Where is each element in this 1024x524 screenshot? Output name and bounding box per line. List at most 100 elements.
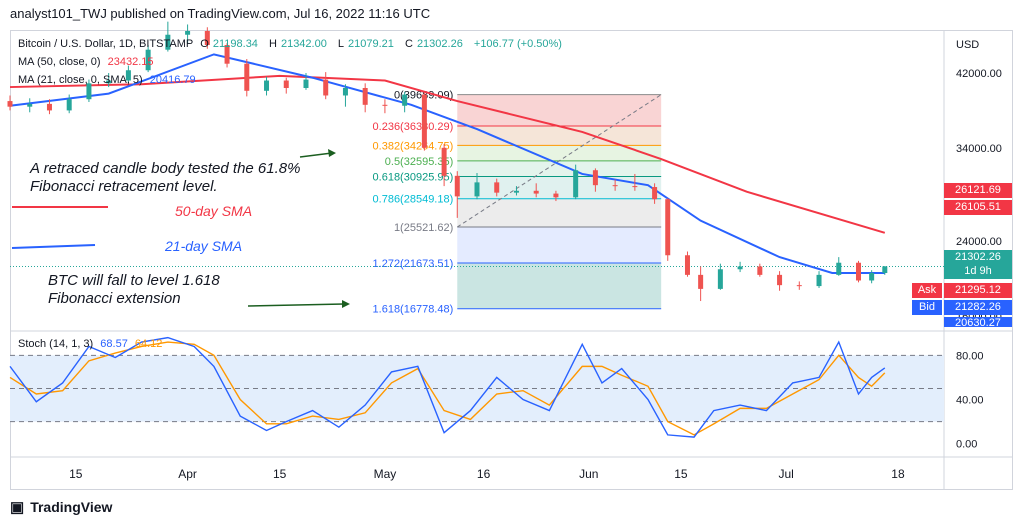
candle-body [684,255,690,275]
candle-body [474,182,480,197]
candle-body [224,45,230,64]
close-value: 21302.26 [416,38,463,50]
stoch-tick-label: 80.00 [956,350,984,362]
fib-zone [457,176,662,199]
candle-body [652,187,658,200]
chart-frame [10,30,1013,490]
price-tick-label: 34000.00 [956,143,1002,155]
ma50-price-tag-b: 26105.51 [944,200,1012,215]
stoch-d-line [9,341,886,436]
fib-level-label: 0.236(36330.29) [373,121,454,133]
candle-body [816,274,822,287]
fib-test-arrow [299,152,333,158]
tradingview-logo-text: TradingView [30,499,113,515]
candle-body [421,94,427,148]
time-tick-label: 15 [273,467,287,481]
fib-zone [457,198,662,228]
fall-arrowhead [342,300,350,308]
fib-level-label: 0.618(30925.95) [373,172,454,184]
candle-body [777,274,783,286]
candle-body [362,87,368,105]
candle-body [323,79,329,96]
high-label: H [269,38,277,50]
stoch-d-value: 64.12 [134,338,163,350]
candle-body [106,80,112,84]
candle-body [283,80,289,88]
publisher-header: analyst101_TWJ published on TradingView.… [10,6,431,21]
price-tick-label: 42000.00 [956,68,1002,80]
fib-zone [457,160,662,177]
tradingview-logo[interactable]: ▣ TradingView [10,498,112,516]
currency-label: USD [956,39,979,51]
ma50-price-tag-a: 26121.69 [944,183,1012,198]
fib-zone [457,145,662,161]
candle-body [533,190,539,194]
candle-body [86,83,92,100]
sma50-annotation: 50-day SMA [175,203,253,219]
sma21-legend-stroke [11,244,96,249]
stoch-legend[interactable]: Stoch (14, 1, 3) 68.57 64.12 [18,338,166,350]
fib-level-label: 1.272(21673.51) [373,258,454,270]
candle-body [264,80,270,91]
candle-body [244,63,250,91]
tradingview-logo-icon: ▣ [10,499,25,516]
candle-body [836,262,842,275]
candle-body [698,274,704,289]
fib-zone [457,227,662,263]
candle-body [796,285,802,287]
candle-body [165,34,171,50]
sma21-annotation: 21-day SMA [165,238,243,254]
low-value: 21079.21 [348,38,394,50]
fall-arrow [247,303,345,307]
candle-body [27,103,33,107]
fib-level-label: 0.5(32595.35) [385,156,454,168]
ma50-legend[interactable]: MA (50, close, 0) 23432.15 [18,56,158,68]
close-label: C [404,38,413,50]
candle-body [553,193,559,198]
ask-price-tag: 21295.12 [944,283,1012,298]
candle-body [303,79,309,88]
candle-body [757,266,763,275]
time-tick-label: 15 [69,467,83,481]
high-value: 21342.00 [280,38,327,50]
fib-level-label: 1(25521.62) [394,222,453,234]
candle-body [342,87,348,96]
candle-body [204,31,210,46]
candle-body [869,273,875,281]
ma21-value: 20416.79 [149,74,196,86]
stoch-tick-label: 0.00 [956,439,977,451]
time-tick-label: 15 [674,467,688,481]
candle-body [145,49,151,71]
time-tick-label: May [374,467,397,481]
candle-body [46,103,52,111]
fib-test-annotation: A retraced candle body tested the 61.8% … [30,160,301,195]
candle-body [454,175,460,197]
ma21-legend[interactable]: MA (21, close, 0, SMA, 5) 20416.79 [18,74,200,86]
time-tick-label: Apr [178,467,197,481]
candle-body [441,147,447,176]
candle-body [125,70,131,81]
change-value: +106.77 (+0.50%) [473,38,562,50]
time-tick-label: 18 [891,467,905,481]
candle-body [717,269,723,289]
fib-level-label: 0.786(28549.18) [373,194,454,206]
fib-zone [457,126,662,146]
candle-body [882,266,888,274]
time-tick-label: 16 [477,467,491,481]
stoch-k-value: 68.57 [100,338,128,350]
symbol-title: Bitcoin / U.S. Dollar, 1D, BITSTAMP [18,38,194,50]
candle-body [402,94,408,106]
open-value: 21198.34 [212,38,258,50]
candle-body [612,185,618,187]
ma50-label: MA (50, close, 0) [18,56,101,68]
bid-price-tag: 21282.26 [944,300,1012,315]
time-tick-label: Jun [579,467,598,481]
candle-body [592,170,598,186]
fib-zone [457,94,662,127]
low-label: L [337,38,345,50]
bid-label: Bid [912,300,942,315]
candle-body [494,182,500,193]
countdown-tag: 1d 9h [944,264,1012,279]
candle-body [7,101,13,107]
